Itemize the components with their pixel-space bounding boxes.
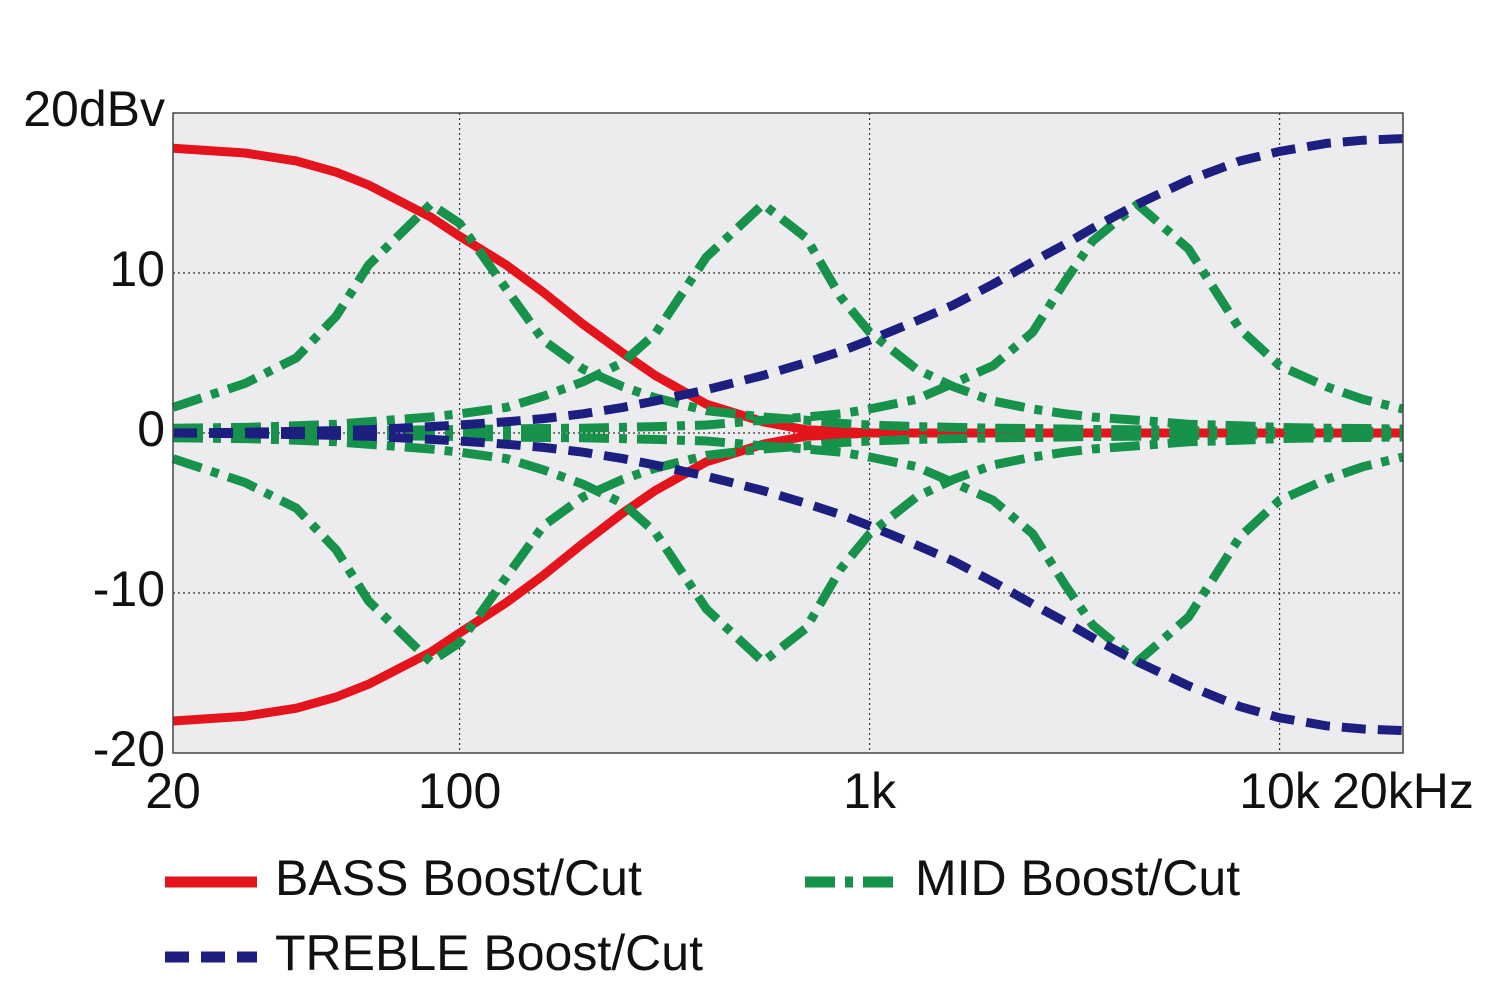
legend-label: MID Boost/Cut [915, 850, 1240, 906]
x-tick-label: 20 [145, 763, 201, 819]
curve [172, 199, 1404, 434]
y-tick-label: 10 [109, 241, 165, 297]
curve [173, 430, 1405, 667]
curve [173, 199, 1405, 436]
curve [172, 428, 1404, 736]
y-tick-label: 0 [137, 401, 165, 457]
y-tick-label: -10 [93, 561, 165, 617]
legend: BASS Boost/Cut MID Boost/Cut TREBLE Boost/… [165, 850, 1240, 981]
x-tick-label: 20kHz [1332, 763, 1474, 819]
curve [172, 432, 1404, 667]
plot-frame [172, 112, 1404, 754]
curves [171, 134, 1405, 736]
x-tick-label: 1k [843, 763, 897, 819]
y-tick-label: -20 [93, 721, 165, 777]
curve [171, 199, 1403, 436]
legend-label: TREBLE Boost/Cut [275, 925, 703, 981]
curve [172, 134, 1404, 438]
x-tick-label: 10k [1239, 763, 1321, 819]
y-tick-label: 20dBv [23, 81, 165, 137]
labels: -20 -10 0 10 20dBv 20 100 1k 10k 20kHz [23, 81, 1474, 819]
curve [171, 430, 1403, 667]
x-tick-label: 100 [418, 763, 501, 819]
legend-label: BASS Boost/Cut [275, 850, 642, 906]
